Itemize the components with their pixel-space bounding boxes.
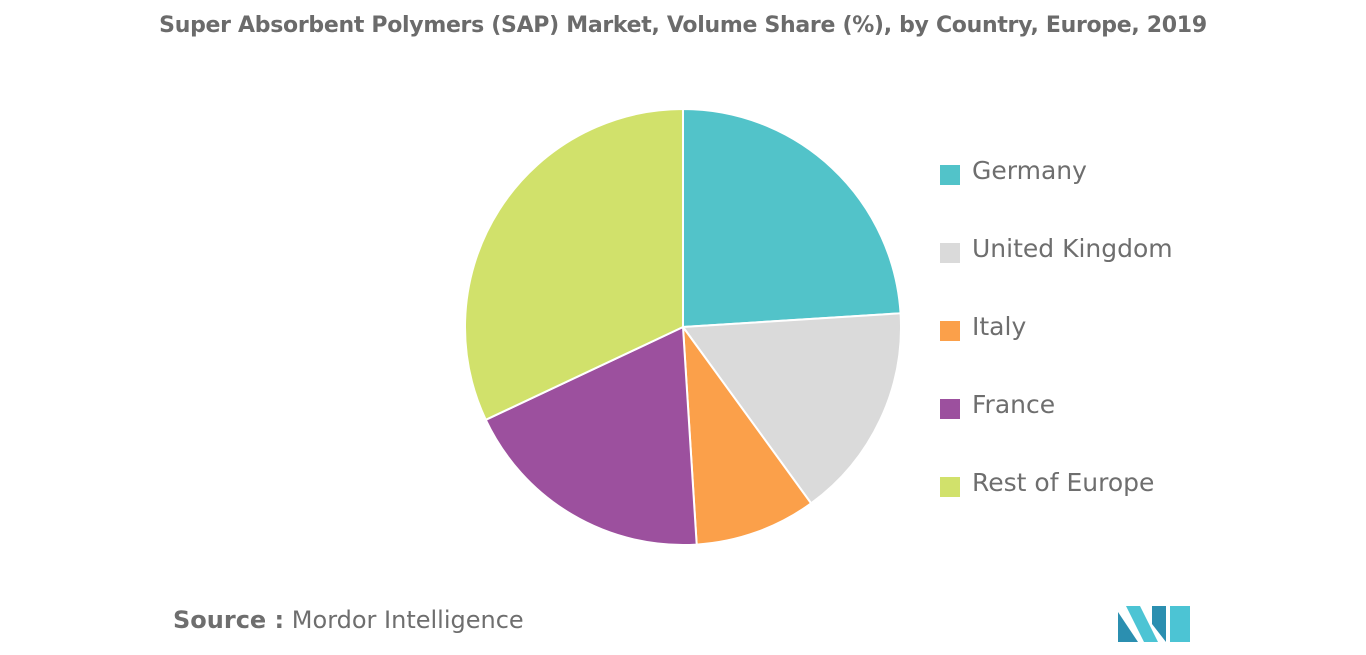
source-key: Source : [173,606,285,634]
legend-swatch [940,165,960,185]
pie-slice-rest-of-europe [464,107,684,422]
legend-label: France [972,390,1056,419]
source-value: Mordor Intelligence [291,606,524,634]
legend-item-italy: Italy [940,306,1340,384]
legend-swatch [940,321,960,341]
pie-slice-italy [681,323,813,546]
legend-item-france: France [940,384,1340,462]
legend-swatch [940,477,960,497]
legend-item-rest-of-europe: Rest of Europe [940,462,1340,540]
legend-label: Italy [972,312,1027,341]
chart-title: Super Absorbent Polymers (SAP) Market, V… [159,13,1207,38]
legend-label: Germany [972,156,1087,185]
logo-shape [1126,606,1158,642]
logo-shape [1152,606,1166,642]
legend: Germany United Kingdom Italy France Rest… [940,150,1340,540]
pie-slices [464,107,902,546]
pie-slice-france [484,325,698,546]
pie-slice-united-kingdom [681,312,902,505]
legend-swatch [940,399,960,419]
legend-swatch [940,243,960,263]
legend-label: United Kingdom [972,234,1173,263]
legend-item-united-kingdom: United Kingdom [940,228,1340,306]
logo-shape [1118,612,1138,642]
pie-slice-germany [682,107,902,329]
source-note: Source : Mordor Intelligence [173,606,524,634]
mordor-intelligence-logo [1118,606,1190,642]
legend-label: Rest of Europe [972,468,1155,497]
legend-item-germany: Germany [940,150,1340,228]
logo-shape [1170,606,1190,642]
